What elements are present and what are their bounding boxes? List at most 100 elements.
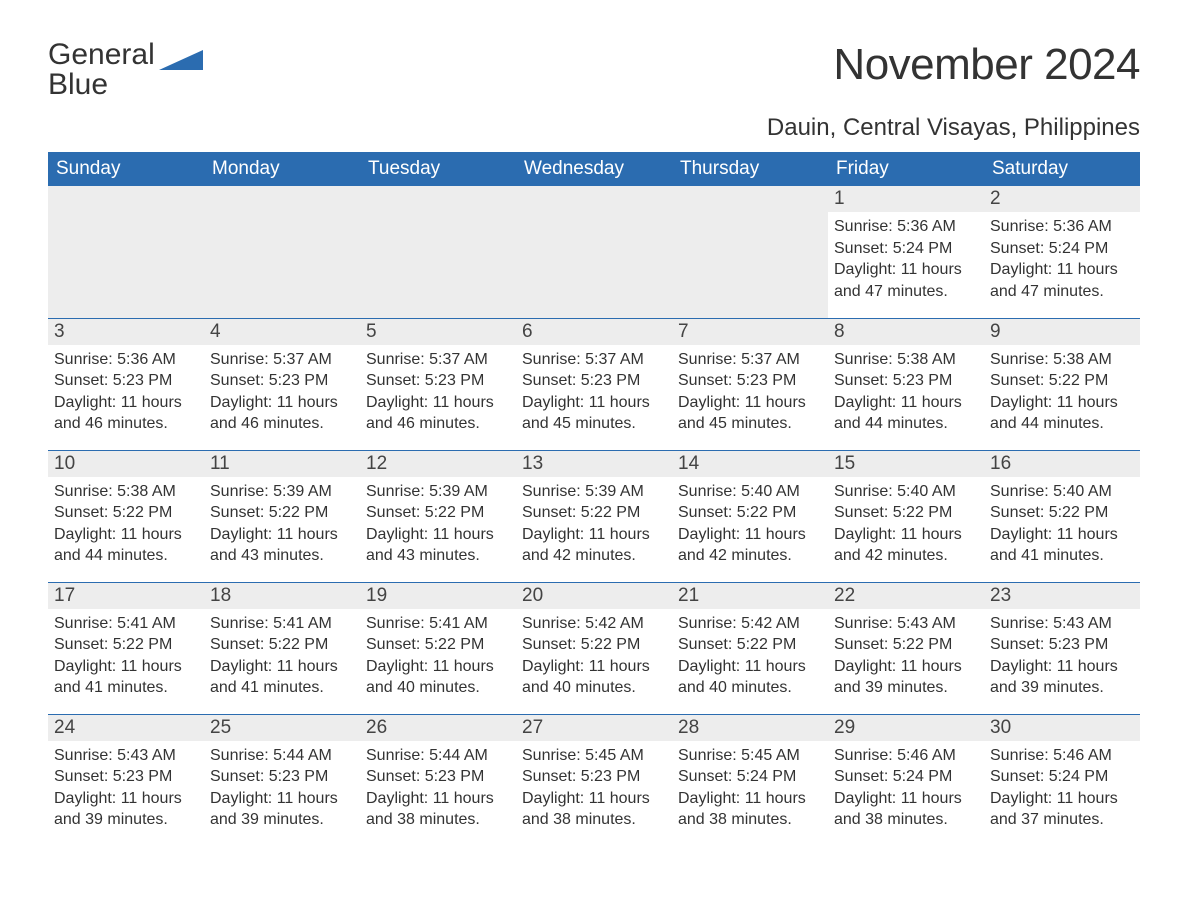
day-number: 25	[204, 715, 360, 741]
day-body: Sunrise: 5:43 AMSunset: 5:23 PMDaylight:…	[984, 609, 1140, 705]
weekday-header: Thursday	[672, 152, 828, 186]
daylight-line: Daylight: 11 hours and 43 minutes.	[210, 524, 354, 567]
daylight-line: Daylight: 11 hours and 40 minutes.	[366, 656, 510, 699]
day-body: Sunrise: 5:38 AMSunset: 5:22 PMDaylight:…	[48, 477, 204, 573]
sunset-line: Sunset: 5:22 PM	[678, 634, 822, 656]
calendar-cell: 30Sunrise: 5:46 AMSunset: 5:24 PMDayligh…	[984, 714, 1140, 846]
sunrise-line: Sunrise: 5:37 AM	[366, 349, 510, 371]
weekday-header: Monday	[204, 152, 360, 186]
day-number: 29	[828, 715, 984, 741]
daylight-line: Daylight: 11 hours and 42 minutes.	[678, 524, 822, 567]
sunset-line: Sunset: 5:22 PM	[990, 502, 1134, 524]
calendar-cell: 14Sunrise: 5:40 AMSunset: 5:22 PMDayligh…	[672, 450, 828, 582]
daylight-line: Daylight: 11 hours and 45 minutes.	[678, 392, 822, 435]
day-body: Sunrise: 5:43 AMSunset: 5:22 PMDaylight:…	[828, 609, 984, 705]
day-number: 3	[48, 319, 204, 345]
daylight-line: Daylight: 11 hours and 40 minutes.	[522, 656, 666, 699]
day-body: Sunrise: 5:38 AMSunset: 5:22 PMDaylight:…	[984, 345, 1140, 441]
sunrise-line: Sunrise: 5:42 AM	[522, 613, 666, 635]
sunset-line: Sunset: 5:22 PM	[834, 502, 978, 524]
calendar-cell: 8Sunrise: 5:38 AMSunset: 5:23 PMDaylight…	[828, 318, 984, 450]
day-number: 8	[828, 319, 984, 345]
sunrise-line: Sunrise: 5:42 AM	[678, 613, 822, 635]
calendar-cell: 17Sunrise: 5:41 AMSunset: 5:22 PMDayligh…	[48, 582, 204, 714]
calendar-cell	[672, 186, 828, 318]
month-title: November 2024	[833, 40, 1140, 90]
sunset-line: Sunset: 5:23 PM	[54, 370, 198, 392]
day-number: 9	[984, 319, 1140, 345]
sunrise-line: Sunrise: 5:36 AM	[990, 216, 1134, 238]
sunrise-line: Sunrise: 5:46 AM	[834, 745, 978, 767]
daylight-line: Daylight: 11 hours and 41 minutes.	[990, 524, 1134, 567]
sunrise-line: Sunrise: 5:40 AM	[834, 481, 978, 503]
day-body: Sunrise: 5:36 AMSunset: 5:24 PMDaylight:…	[984, 212, 1140, 308]
daylight-line: Daylight: 11 hours and 38 minutes.	[522, 788, 666, 831]
daylight-line: Daylight: 11 hours and 46 minutes.	[54, 392, 198, 435]
daylight-line: Daylight: 11 hours and 41 minutes.	[210, 656, 354, 699]
calendar-cell: 26Sunrise: 5:44 AMSunset: 5:23 PMDayligh…	[360, 714, 516, 846]
day-number: 12	[360, 451, 516, 477]
sunset-line: Sunset: 5:22 PM	[366, 502, 510, 524]
daylight-line: Daylight: 11 hours and 38 minutes.	[678, 788, 822, 831]
day-number: 18	[204, 583, 360, 609]
logo-flag-icon	[159, 44, 203, 74]
day-number: 22	[828, 583, 984, 609]
calendar-cell: 28Sunrise: 5:45 AMSunset: 5:24 PMDayligh…	[672, 714, 828, 846]
day-number: 5	[360, 319, 516, 345]
weekday-header: Wednesday	[516, 152, 672, 186]
logo-word-1: General	[48, 40, 155, 70]
sunset-line: Sunset: 5:22 PM	[522, 634, 666, 656]
sunset-line: Sunset: 5:24 PM	[678, 766, 822, 788]
day-body: Sunrise: 5:36 AMSunset: 5:23 PMDaylight:…	[48, 345, 204, 441]
day-body: Sunrise: 5:45 AMSunset: 5:23 PMDaylight:…	[516, 741, 672, 837]
day-body: Sunrise: 5:40 AMSunset: 5:22 PMDaylight:…	[984, 477, 1140, 573]
sunset-line: Sunset: 5:23 PM	[522, 766, 666, 788]
calendar-cell: 16Sunrise: 5:40 AMSunset: 5:22 PMDayligh…	[984, 450, 1140, 582]
calendar-cell: 20Sunrise: 5:42 AMSunset: 5:22 PMDayligh…	[516, 582, 672, 714]
sunrise-line: Sunrise: 5:44 AM	[366, 745, 510, 767]
day-body: Sunrise: 5:36 AMSunset: 5:24 PMDaylight:…	[828, 212, 984, 308]
calendar-cell	[516, 186, 672, 318]
day-body: Sunrise: 5:46 AMSunset: 5:24 PMDaylight:…	[984, 741, 1140, 837]
sunset-line: Sunset: 5:22 PM	[54, 634, 198, 656]
calendar-cell: 25Sunrise: 5:44 AMSunset: 5:23 PMDayligh…	[204, 714, 360, 846]
daylight-line: Daylight: 11 hours and 45 minutes.	[522, 392, 666, 435]
sunrise-line: Sunrise: 5:39 AM	[522, 481, 666, 503]
page-header: General Blue November 2024	[48, 40, 1140, 100]
sunset-line: Sunset: 5:24 PM	[834, 238, 978, 260]
daylight-line: Daylight: 11 hours and 42 minutes.	[522, 524, 666, 567]
day-body: Sunrise: 5:39 AMSunset: 5:22 PMDaylight:…	[360, 477, 516, 573]
daylight-line: Daylight: 11 hours and 40 minutes.	[678, 656, 822, 699]
daylight-line: Daylight: 11 hours and 38 minutes.	[366, 788, 510, 831]
calendar-cell: 18Sunrise: 5:41 AMSunset: 5:22 PMDayligh…	[204, 582, 360, 714]
day-body: Sunrise: 5:42 AMSunset: 5:22 PMDaylight:…	[516, 609, 672, 705]
sunrise-line: Sunrise: 5:39 AM	[210, 481, 354, 503]
day-body: Sunrise: 5:39 AMSunset: 5:22 PMDaylight:…	[516, 477, 672, 573]
sunrise-line: Sunrise: 5:37 AM	[678, 349, 822, 371]
daylight-line: Daylight: 11 hours and 38 minutes.	[834, 788, 978, 831]
daylight-line: Daylight: 11 hours and 41 minutes.	[54, 656, 198, 699]
day-body: Sunrise: 5:37 AMSunset: 5:23 PMDaylight:…	[672, 345, 828, 441]
calendar-cell	[204, 186, 360, 318]
sunrise-line: Sunrise: 5:37 AM	[210, 349, 354, 371]
sunset-line: Sunset: 5:23 PM	[54, 766, 198, 788]
daylight-line: Daylight: 11 hours and 39 minutes.	[210, 788, 354, 831]
sunset-line: Sunset: 5:22 PM	[210, 502, 354, 524]
sunset-line: Sunset: 5:23 PM	[366, 370, 510, 392]
calendar-cell: 15Sunrise: 5:40 AMSunset: 5:22 PMDayligh…	[828, 450, 984, 582]
calendar-cell	[48, 186, 204, 318]
day-number: 20	[516, 583, 672, 609]
sunrise-line: Sunrise: 5:41 AM	[366, 613, 510, 635]
sunset-line: Sunset: 5:23 PM	[834, 370, 978, 392]
calendar-cell: 5Sunrise: 5:37 AMSunset: 5:23 PMDaylight…	[360, 318, 516, 450]
empty-day-bar	[672, 186, 828, 212]
day-body: Sunrise: 5:45 AMSunset: 5:24 PMDaylight:…	[672, 741, 828, 837]
sunrise-line: Sunrise: 5:38 AM	[54, 481, 198, 503]
day-body: Sunrise: 5:39 AMSunset: 5:22 PMDaylight:…	[204, 477, 360, 573]
logo-word-2: Blue	[48, 70, 155, 100]
day-body: Sunrise: 5:40 AMSunset: 5:22 PMDaylight:…	[828, 477, 984, 573]
day-number: 17	[48, 583, 204, 609]
day-body: Sunrise: 5:41 AMSunset: 5:22 PMDaylight:…	[360, 609, 516, 705]
calendar-cell: 2Sunrise: 5:36 AMSunset: 5:24 PMDaylight…	[984, 186, 1140, 318]
sunrise-line: Sunrise: 5:37 AM	[522, 349, 666, 371]
